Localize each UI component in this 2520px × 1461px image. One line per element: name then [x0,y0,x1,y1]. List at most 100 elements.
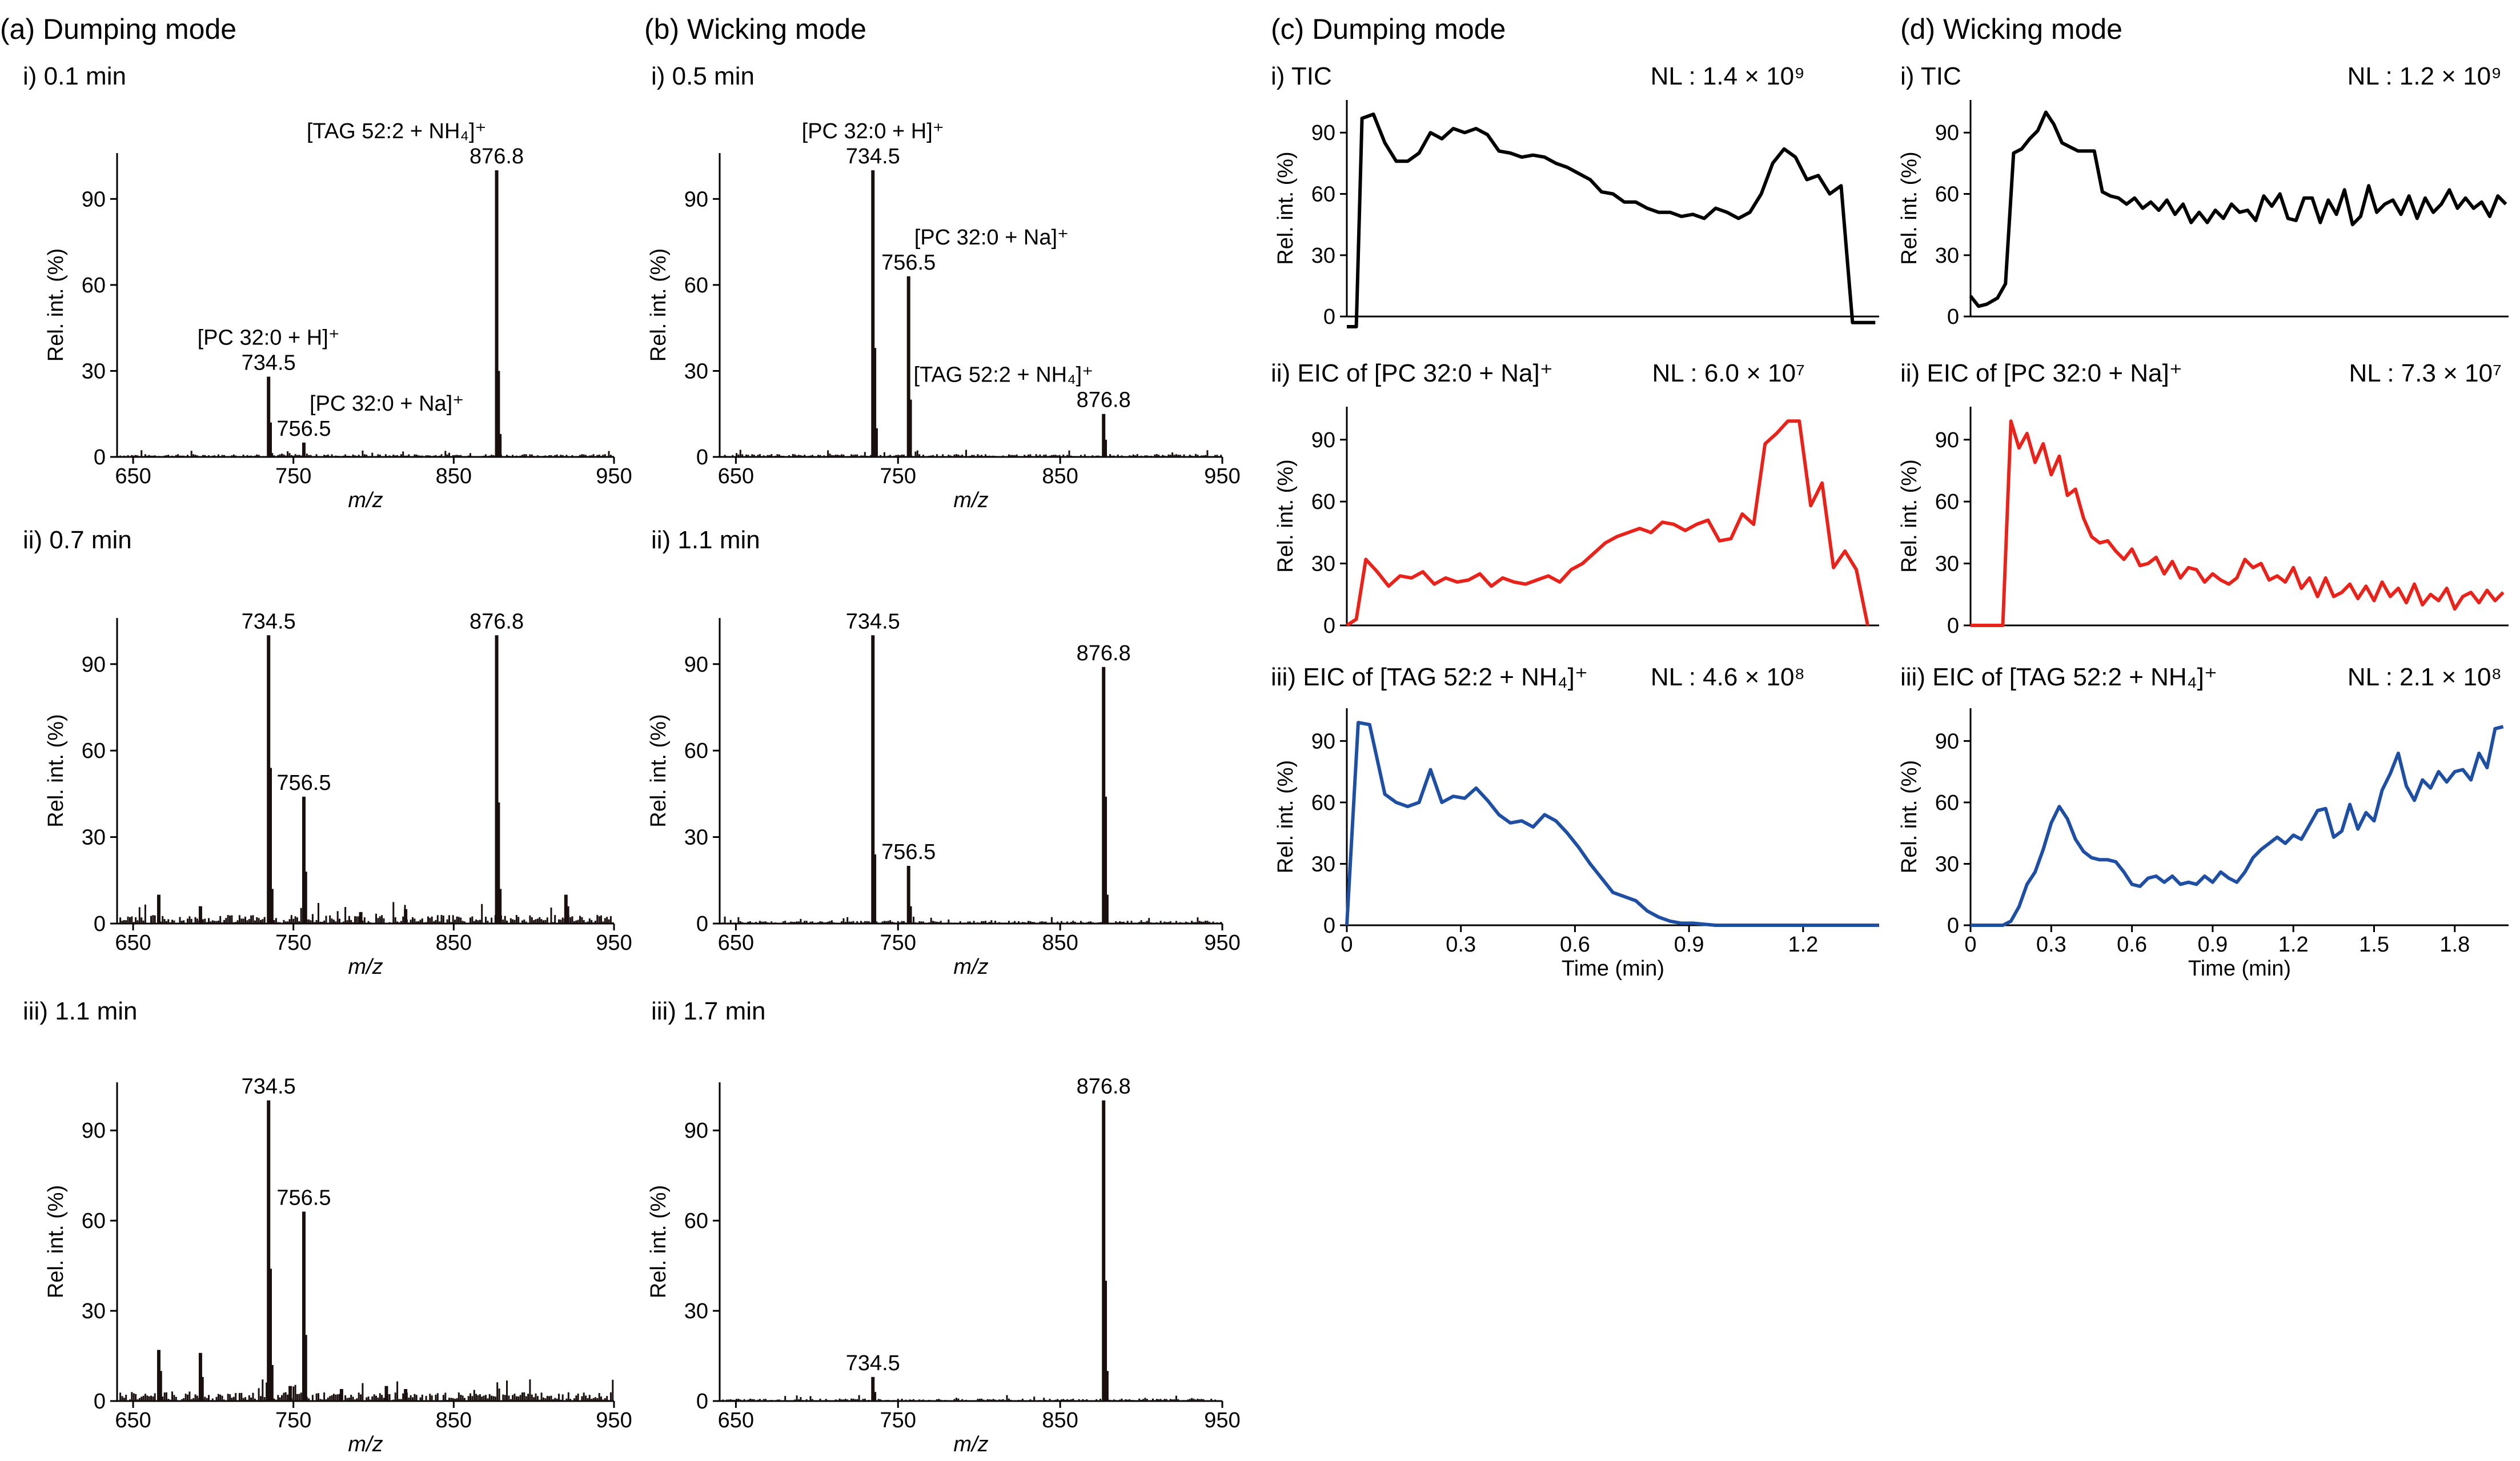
y-tick-label: 0 [94,1390,106,1414]
x-tick-label: 750 [275,931,311,955]
x-tick-label: 650 [718,1408,754,1432]
peak-label: 876.8 [1077,388,1131,412]
y-tick-label: 0 [1323,305,1335,329]
peak-label: 756.5 [881,840,936,864]
peak-label: [PC 32:0 + H]⁺ [802,119,944,143]
y-tick-label: 30 [1935,552,1959,576]
peak-label: 756.5 [881,251,936,275]
chart-subtitle: iii) EIC of [TAG 52:2 + NH₄]⁺ [1271,663,1588,691]
x-tick-label: 850 [1042,464,1078,488]
y-tick-label: 60 [1311,490,1335,514]
x-tick-label: 650 [718,931,754,955]
chart-b2: ii) 1.1 min 0 30 60 90 Rel. int. (%) 650 750 850… [647,526,1241,979]
y-axis-label: Rel. int. (%) [1274,459,1298,572]
y-tick-label: 0 [1947,305,1959,329]
y-tick-label: 60 [684,739,708,763]
x-tick-label: 950 [596,931,632,955]
x-tick-label: 0.3 [1446,933,1476,957]
x-tick-label: 850 [436,464,472,488]
peak-label: 876.8 [470,145,524,168]
normalization-level: NL : 4.6 × 10⁸ [1651,663,1805,691]
chart-a2: ii) 0.7 min 0 30 60 90 Rel. int. (%) 650 750 850… [23,526,632,979]
plots-layer: i) 0.1 min 0 30 60 90 Rel. int. (%) 650 750 850 9… [23,62,2509,1456]
y-tick-label: 30 [1311,244,1335,268]
chart-b1: i) 0.5 min 0 30 60 90 Rel. int. (%) 650 750 850 9… [647,62,1241,512]
peak-label: 876.8 [1077,1075,1131,1099]
y-tick-label: 90 [1311,729,1335,753]
y-axis-label: Rel. int. (%) [1897,459,1921,572]
peak-label: 876.8 [470,609,524,633]
x-tick-label: 850 [1042,1408,1078,1432]
y-axis-label: Rel. int. (%) [1897,760,1921,873]
y-tick-label: 90 [684,653,708,677]
chart-c1: i) TIC NL : 1.4 × 10⁹ 0 30 60 90 Rel. int. (%) [1271,62,1879,329]
peak-label: 734.5 [242,351,296,375]
x-tick-label: 850 [1042,931,1078,955]
chart-a1: i) 0.1 min 0 30 60 90 Rel. int. (%) 650 750 850 9… [23,62,632,512]
y-tick-label: 60 [1311,183,1335,207]
x-tick-label: 750 [275,464,311,488]
chart-b3: iii) 1.7 min 0 30 60 90 Rel. int. (%) 650 750 85… [647,997,1241,1456]
peak-label: 734.5 [846,145,900,168]
x-axis-label: m/z [348,488,383,512]
chromatogram-trace [1971,419,2505,627]
y-tick-label: 60 [1935,183,1959,207]
x-tick-label: 1.2 [1788,933,1818,957]
peak-label: 876.8 [1077,641,1131,665]
y-axis-label: Rel. int. (%) [1897,151,1921,264]
x-tick-label: 0.6 [2117,933,2147,957]
y-tick-label: 90 [1935,729,1959,753]
peak-label: [TAG 52:2 + NH₄]⁺ [914,363,1094,387]
x-axis-label: m/z [348,955,383,979]
y-tick-label: 60 [684,1209,708,1233]
chart-subtitle: i) 0.1 min [23,62,126,90]
y-tick-label: 30 [1311,852,1335,876]
chart-subtitle: i) TIC [1271,62,1332,90]
chart-subtitle: i) 0.5 min [651,62,755,90]
chart-c2: ii) EIC of [PC 32:0 + Na]⁺ NL : 6.0 × 10⁷… [1271,359,1879,638]
y-tick-label: 0 [1947,614,1959,638]
y-tick-label: 0 [1323,914,1335,938]
y-tick-label: 30 [1311,552,1335,576]
x-tick-label: 750 [275,1408,311,1432]
chromatogram-trace [1346,419,1869,627]
y-axis-label: Rel. int. (%) [44,714,68,827]
y-tick-label: 30 [684,826,708,850]
y-tick-label: 0 [1947,914,1959,938]
peak-label: 734.5 [846,609,900,633]
y-tick-label: 90 [82,653,106,677]
x-axis-label: m/z [953,955,988,979]
x-tick-label: 750 [880,1408,916,1432]
normalization-level: NL : 7.3 × 10⁷ [2349,359,2502,387]
chromatogram-trace [1969,110,2507,308]
x-tick-label: 1.8 [2439,933,2470,957]
x-tick-label: 750 [880,931,916,955]
y-tick-label: 0 [696,912,708,936]
y-axis-label: Rel. int. (%) [44,248,68,362]
y-tick-label: 60 [684,274,708,298]
chart-subtitle: iii) 1.1 min [23,997,138,1025]
x-axis-label: m/z [953,488,988,512]
y-axis-label: Rel. int. (%) [647,714,671,827]
x-axis-label: Time (min) [2188,957,2291,981]
y-tick-label: 90 [82,187,106,211]
y-tick-label: 90 [1935,428,1959,452]
x-tick-label: 950 [596,1408,632,1432]
normalization-level: NL : 1.2 × 10⁹ [2348,62,2502,90]
y-tick-label: 60 [1935,791,1959,815]
y-tick-label: 30 [82,826,106,850]
y-axis-label: Rel. int. (%) [44,1185,68,1298]
peak-label: [PC 32:0 + Na]⁺ [914,226,1069,250]
chart-subtitle: iii) 1.7 min [651,997,766,1025]
y-tick-label: 90 [82,1119,106,1143]
chart-d1: i) TIC NL : 1.2 × 10⁹ 0 30 60 90 Rel. int. (%) [1897,62,2509,329]
y-tick-label: 60 [82,1209,106,1233]
peak-label: 756.5 [276,771,331,795]
chart-subtitle: ii) 0.7 min [23,526,132,554]
chart-subtitle: iii) EIC of [TAG 52:2 + NH₄]⁺ [1900,663,2217,691]
chromatogram-trace [1971,725,2504,927]
peak-label: [PC 32:0 + H]⁺ [198,326,340,350]
y-tick-label: 0 [94,445,106,469]
spectrum-noise [119,450,614,457]
x-axis-label: Time (min) [1562,957,1664,981]
